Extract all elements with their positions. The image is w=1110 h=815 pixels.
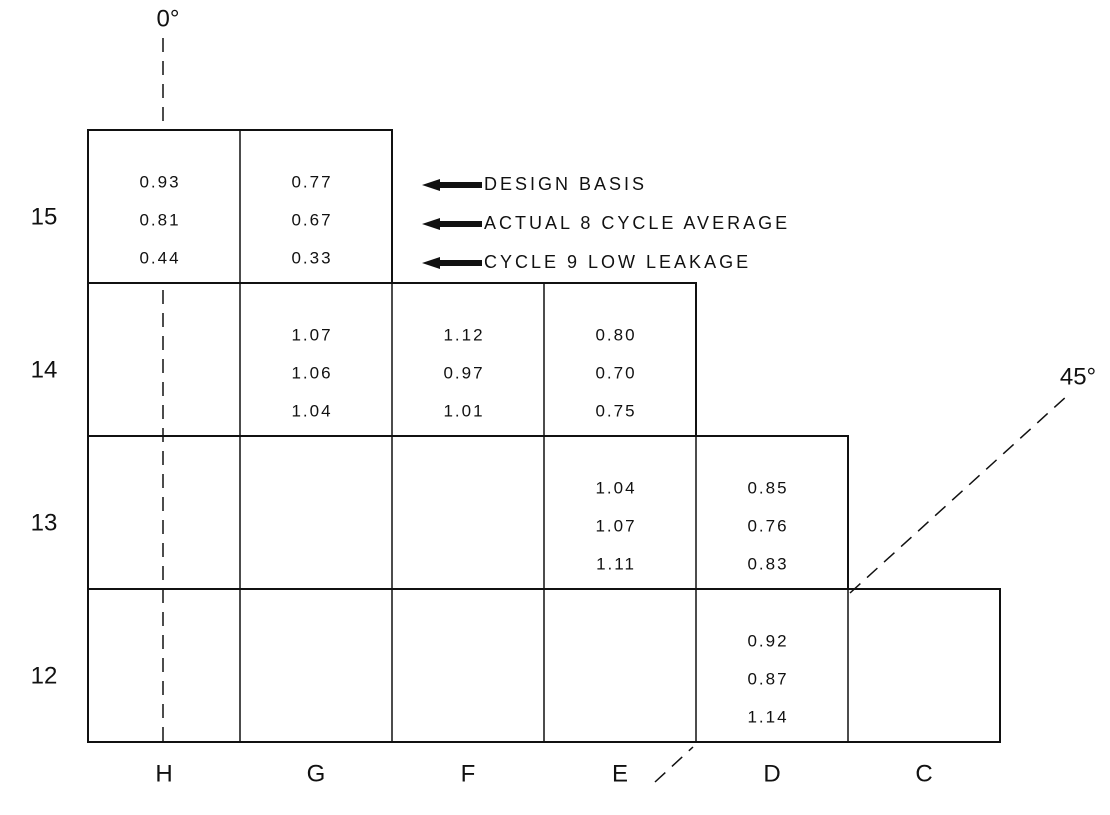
cell-value: 1.04 [595, 478, 636, 497]
cell-value: 0.67 [291, 210, 332, 229]
cell-value: 0.93 [139, 172, 180, 191]
cell-value: 1.06 [291, 363, 332, 382]
cell-value: 1.14 [747, 707, 788, 726]
legend-arrow [422, 257, 482, 269]
row-label: 14 [31, 356, 58, 383]
column-label: E [612, 760, 628, 787]
row-label: 13 [31, 509, 58, 536]
cell-value: 0.77 [291, 172, 332, 191]
cell-value: 0.87 [747, 669, 788, 688]
diagonal-axis-lower [654, 746, 694, 783]
column-label: C [915, 760, 932, 787]
legend-label: CYCLE 9 LOW LEAKAGE [484, 252, 751, 272]
cell-value: 0.92 [747, 631, 788, 650]
cell-value: 0.33 [291, 248, 332, 267]
legend-label: ACTUAL 8 CYCLE AVERAGE [484, 213, 790, 233]
cell-value: 1.04 [291, 401, 332, 420]
diagonal-axis [849, 394, 1069, 594]
legend-arrow [422, 218, 482, 230]
cell-value: 1.11 [596, 554, 636, 573]
cell-value: 0.44 [139, 248, 180, 267]
cell-value: 0.75 [595, 401, 636, 420]
cell-value: 0.97 [443, 363, 484, 382]
angle-label: 45° [1060, 363, 1096, 390]
row-label: 15 [31, 203, 58, 230]
cell-value: 0.76 [747, 516, 788, 535]
column-label: F [461, 760, 476, 787]
cell-value: 1.07 [291, 325, 332, 344]
row-label: 12 [31, 662, 58, 689]
cell-value: 0.80 [595, 325, 636, 344]
cell-value: 0.70 [595, 363, 636, 382]
cell-value: 0.81 [139, 210, 180, 229]
angle-label: 0° [157, 5, 180, 32]
column-label: H [155, 760, 172, 787]
cell-value: 0.85 [747, 478, 788, 497]
cell-value: 1.12 [443, 325, 484, 344]
column-label: G [307, 760, 326, 787]
cell-value: 1.01 [443, 401, 484, 420]
cell-value: 0.83 [747, 554, 788, 573]
legend-label: DESIGN BASIS [484, 174, 647, 194]
column-label: D [763, 760, 780, 787]
legend-arrow [422, 179, 482, 191]
row-box [87, 435, 849, 590]
cell-value: 1.07 [595, 516, 636, 535]
